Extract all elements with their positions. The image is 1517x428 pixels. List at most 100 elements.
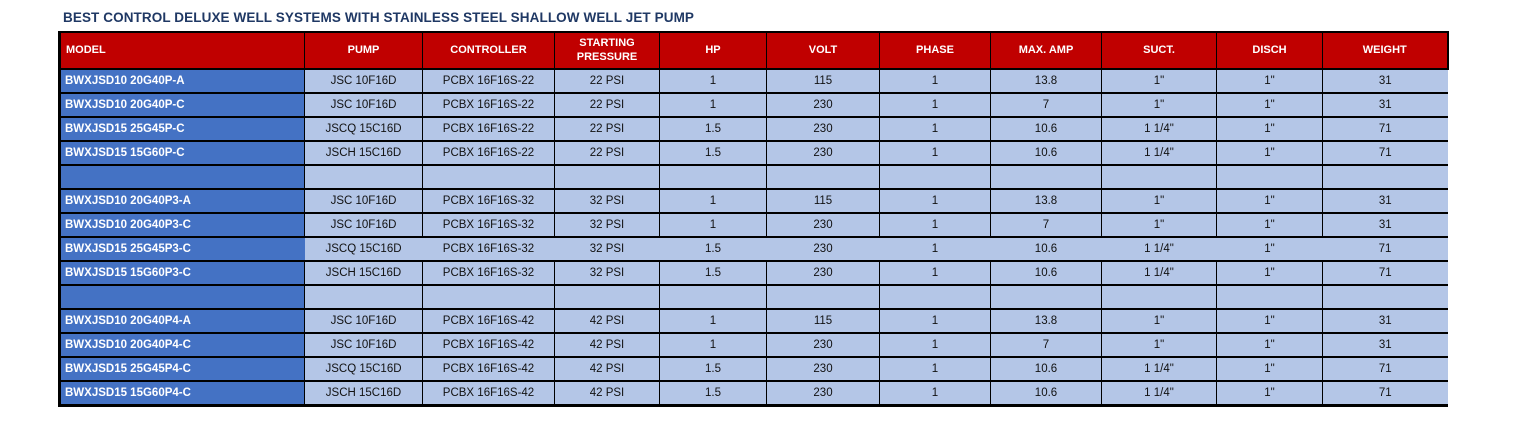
cell-hp: 1.5 [659,356,767,382]
model-cell: BWXJSD15 15G60P4-C [58,380,305,407]
cell-starting-pressure: 42 PSI [554,356,660,382]
header-cell-max-amp: MAX. AMP [990,31,1102,70]
cell-disch: 1" [1216,116,1323,142]
cell-weight [1322,164,1448,190]
model-cell: BWXJSD15 25G45P3-C [58,236,305,262]
cell-weight: 31 [1322,92,1448,118]
cell-phase [879,164,991,190]
cell-suct: 1 1/4" [1101,236,1217,262]
cell-pump: JSC 10F16D [304,92,423,118]
table-row: BWXJSD15 15G60P3-C JSCH 15C16D PCBX 16F16S… [58,260,1448,286]
cell-hp: 1 [659,68,767,94]
model-cell: BWXJSD10 20G40P4-C [58,332,305,358]
cell-pump: JSCH 15C16D [304,380,423,407]
cell-volt: 230 [766,212,880,238]
cell-starting-pressure: 22 PSI [554,140,660,166]
table-row: BWXJSD15 25G45P4-C JSCQ 15C16D PCBX 16F16S… [58,356,1448,382]
cell-weight: 71 [1322,140,1448,166]
cell-disch [1216,284,1323,310]
cell-weight: 71 [1322,236,1448,262]
cell-weight [1322,284,1448,310]
cell-starting-pressure [554,284,660,310]
cell-starting-pressure: 32 PSI [554,212,660,238]
cell-max-amp: 10.6 [990,356,1102,382]
cell-starting-pressure: 32 PSI [554,236,660,262]
model-cell: BWXJSD15 25G45P-C [58,116,305,142]
cell-suct: 1" [1101,68,1217,94]
cell-disch: 1" [1216,236,1323,262]
cell-suct: 1 1/4" [1101,116,1217,142]
cell-disch [1216,164,1323,190]
header-cell-pump: PUMP [304,31,423,70]
table-row: BWXJSD15 25G45P3-C JSCQ 15C16D PCBX 16F16S… [58,236,1448,262]
cell-volt: 115 [766,308,880,334]
cell-volt: 230 [766,260,880,286]
model-cell: BWXJSD10 20G40P4-A [58,308,305,334]
cell-starting-pressure [554,164,660,190]
cell-hp: 1 [659,332,767,358]
cell-weight: 31 [1322,188,1448,214]
cell-pump [304,284,423,310]
cell-max-amp: 10.6 [990,140,1102,166]
cell-volt: 230 [766,140,880,166]
cell-volt: 115 [766,188,880,214]
cell-volt: 230 [766,380,880,407]
cell-disch: 1" [1216,188,1323,214]
cell-pump: JSCQ 15C16D [304,236,423,262]
table-header-row: MODEL PUMP CONTROLLER STARTING PRESSURE HP VO… [58,31,1449,70]
cell-phase: 1 [879,332,991,358]
cell-max-amp: 10.6 [990,116,1102,142]
cell-weight: 71 [1322,260,1448,286]
cell-controller: PCBX 16F16S-32 [422,188,555,214]
cell-phase: 1 [879,356,991,382]
cell-suct: 1 1/4" [1101,356,1217,382]
cell-pump: JSCQ 15C16D [304,356,423,382]
well-systems-table: MODEL PUMP CONTROLLER STARTING PRESSURE HP VO… [58,31,1449,407]
cell-disch: 1" [1216,92,1323,118]
header-cell-volt: VOLT [766,31,880,70]
cell-max-amp [990,284,1102,310]
header-cell-hp: HP [659,31,767,70]
cell-max-amp: 10.6 [990,236,1102,262]
model-cell [58,164,305,190]
cell-phase: 1 [879,260,991,286]
cell-disch: 1" [1216,380,1323,407]
cell-controller: PCBX 16F16S-42 [422,308,555,334]
cell-suct [1101,164,1217,190]
model-cell: BWXJSD10 20G40P-C [58,92,305,118]
cell-phase [879,284,991,310]
cell-phase: 1 [879,308,991,334]
cell-volt: 230 [766,116,880,142]
cell-max-amp: 10.6 [990,260,1102,286]
cell-controller: PCBX 16F16S-42 [422,332,555,358]
cell-phase: 1 [879,92,991,118]
table-row: BWXJSD15 15G60P4-C JSCH 15C16D PCBX 16F16S… [58,380,1448,407]
cell-pump: JSC 10F16D [304,188,423,214]
cell-max-amp: 13.8 [990,308,1102,334]
cell-max-amp: 7 [990,212,1102,238]
cell-controller: PCBX 16F16S-42 [422,356,555,382]
table-row: BWXJSD10 20G40P4-A JSC 10F16D PCBX 16F16S-… [58,308,1448,334]
cell-phase: 1 [879,188,991,214]
cell-max-amp: 7 [990,332,1102,358]
cell-suct: 1" [1101,92,1217,118]
cell-disch: 1" [1216,140,1323,166]
cell-pump [304,164,423,190]
cell-suct: 1" [1101,188,1217,214]
separator-row [58,164,1448,190]
table-row: BWXJSD10 20G40P-C JSC 10F16D PCBX 16F16S-2… [58,92,1448,118]
cell-hp: 1.5 [659,260,767,286]
cell-starting-pressure: 32 PSI [554,188,660,214]
cell-phase: 1 [879,236,991,262]
cell-pump: JSC 10F16D [304,308,423,334]
cell-pump: JSCQ 15C16D [304,116,423,142]
cell-weight: 71 [1322,116,1448,142]
header-cell-controller: CONTROLLER [422,31,555,70]
cell-pump: JSCH 15C16D [304,140,423,166]
cell-suct: 1 1/4" [1101,140,1217,166]
cell-pump: JSC 10F16D [304,212,423,238]
cell-hp: 1.5 [659,380,767,407]
cell-volt: 115 [766,68,880,94]
cell-weight: 31 [1322,308,1448,334]
cell-hp: 1.5 [659,140,767,166]
